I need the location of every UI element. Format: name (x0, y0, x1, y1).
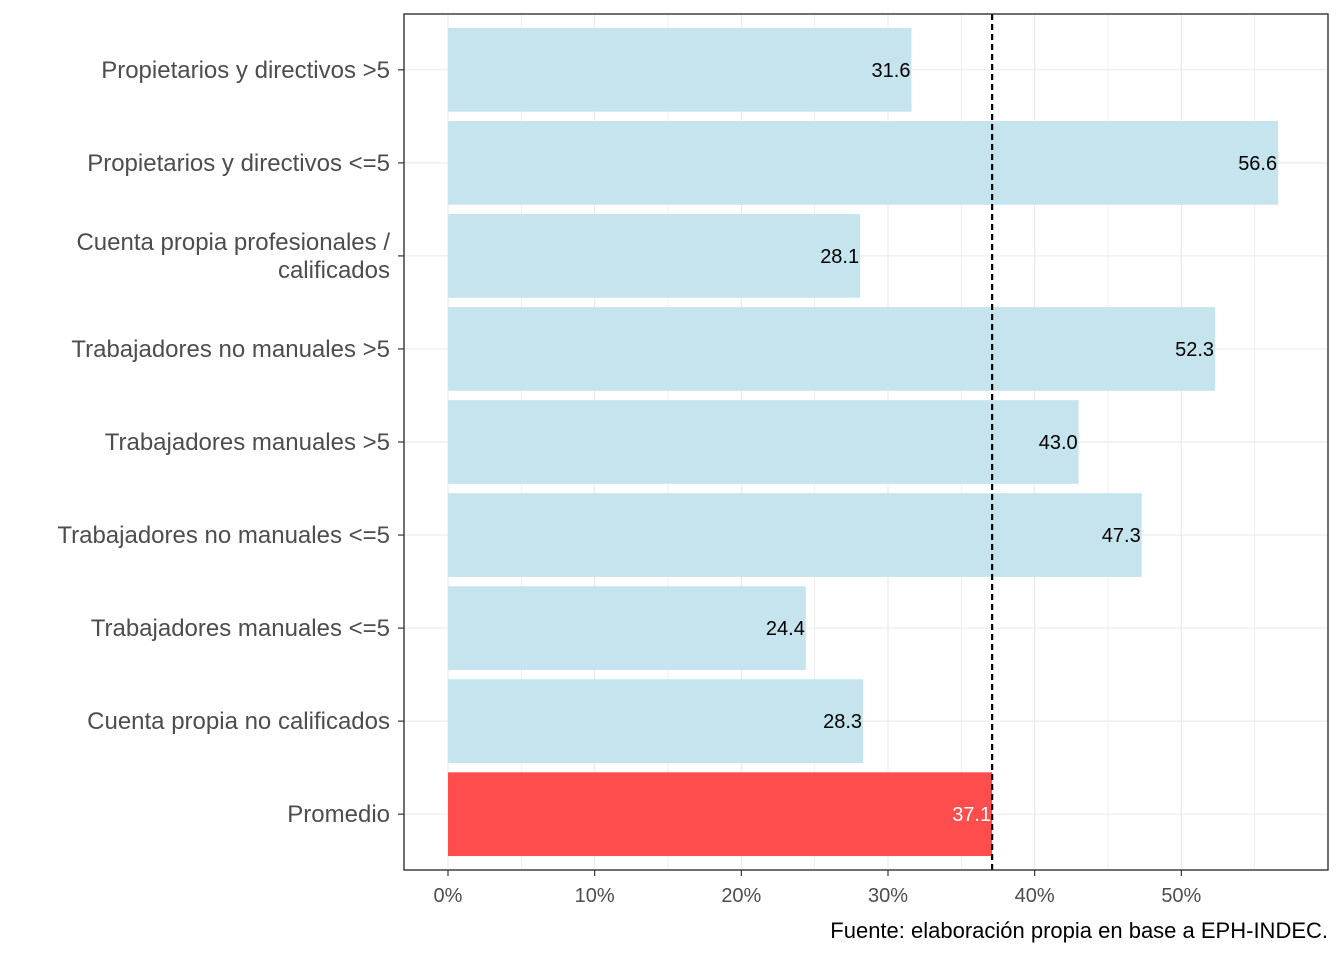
category-label: Trabajadores manuales >5 (105, 429, 390, 456)
category-label-line: Trabajadores manuales >5 (105, 429, 390, 456)
category-label-line: Promedio (287, 801, 390, 828)
category-label: Propietarios y directivos <=5 (87, 150, 390, 177)
category-label-line: Propietarios y directivos >5 (101, 57, 390, 84)
category-label: Trabajadores no manuales <=5 (57, 522, 390, 549)
category-label-line: Propietarios y directivos <=5 (87, 150, 390, 177)
bar (448, 214, 861, 298)
category-label-line: Cuenta propia profesionales / (76, 229, 390, 256)
category-label-line: calificados (278, 257, 390, 284)
x-tick-label: 10% (575, 885, 615, 907)
category-label: Trabajadores no manuales >5 (71, 336, 390, 363)
bar-value-label: 28.1 (820, 246, 859, 268)
category-label: Trabajadores manuales <=5 (91, 615, 390, 642)
bar (448, 27, 912, 112)
category-label-line: Trabajadores no manuales <=5 (57, 522, 390, 549)
bar (448, 679, 864, 763)
bar-value-label: 28.3 (823, 711, 862, 733)
x-tick-label: 50% (1161, 885, 1201, 907)
bar-value-label: 56.6 (1238, 153, 1277, 175)
value-labels: 31.6 56.6 28.1 52.3 43.0 47.3 24.4 28.3 37.1 (766, 60, 1277, 826)
bar (448, 586, 806, 670)
bar-value-label: 37.1 (952, 804, 991, 826)
bar (448, 400, 1079, 484)
bar-value-label: 47.3 (1102, 525, 1141, 547)
category-label: Propietarios y directivos >5 (101, 57, 390, 84)
x-tick-label: 0% (434, 885, 463, 907)
x-tick-label: 30% (868, 885, 908, 907)
category-label-line: Trabajadores manuales <=5 (91, 615, 390, 642)
bar-value-label: 43.0 (1039, 432, 1078, 454)
category-label: Cuenta propia profesionales / calificados (76, 229, 390, 284)
bar (448, 493, 1142, 577)
bar-value-label: 31.6 (872, 60, 911, 82)
category-label-line: Cuenta propia no calificados (87, 708, 390, 735)
bars (448, 27, 1279, 857)
bar-value-label: 52.3 (1175, 339, 1214, 361)
x-tick-label: 20% (721, 885, 761, 907)
bar-value-label: 24.4 (766, 618, 805, 640)
category-label: Promedio (287, 801, 390, 828)
axes: Propietarios y directivos >5 Propietarios… (57, 57, 1201, 907)
bar (448, 307, 1216, 391)
bar-highlight (448, 772, 993, 857)
bar (448, 121, 1279, 205)
x-tick-label: 40% (1015, 885, 1055, 907)
category-label: Cuenta propia no calificados (87, 708, 390, 735)
category-label-line: Trabajadores no manuales >5 (71, 336, 390, 363)
source-caption: Fuente: elaboración propia en base a EPH… (830, 918, 1328, 943)
